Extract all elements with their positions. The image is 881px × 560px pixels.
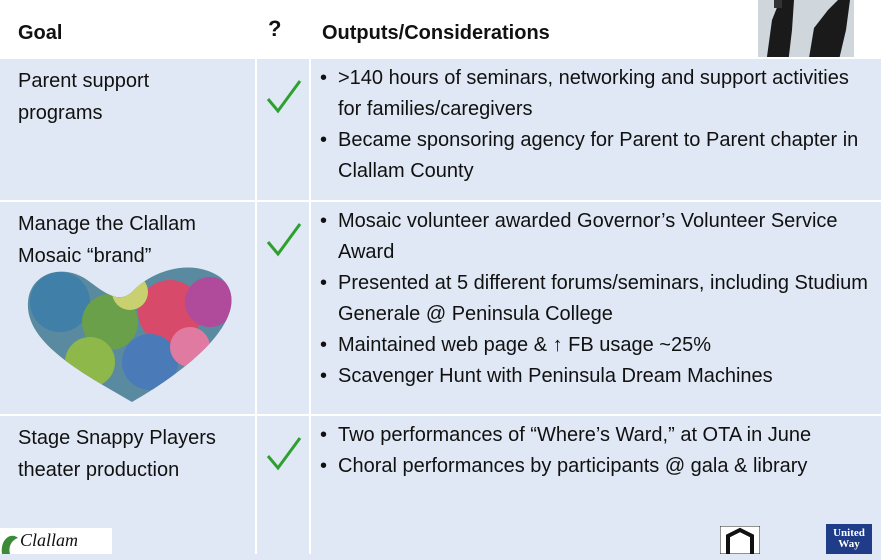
logo-right-line: Way: [838, 538, 860, 550]
goal-line: Mosaic “brand”: [18, 245, 152, 267]
goal-line: Parent support: [18, 70, 150, 92]
goal-cell: Stage Snappy Players theater production: [18, 422, 216, 486]
mosaic-heart: [27, 267, 232, 402]
goal-line: programs: [18, 102, 103, 124]
goal-cell: Manage the Clallam Mosaic “brand”: [18, 208, 196, 272]
logo-right-line: United: [833, 527, 865, 539]
goal-cell: Parent support programs: [18, 65, 149, 129]
output-item: >140 hours of seminars, networking and s…: [318, 63, 870, 125]
header-check: ?: [268, 16, 282, 41]
logo-left: Clallam: [0, 528, 112, 554]
silhouette-image: [758, 0, 854, 64]
outputs-list: >140 hours of seminars, networking and s…: [318, 63, 870, 187]
goal-line: Manage the Clallam: [18, 213, 196, 235]
output-item: Choral performances by participants @ ga…: [318, 451, 870, 482]
outputs-list: Two performances of “Where’s Ward,” at O…: [318, 420, 870, 482]
header-outputs: Outputs/Considerations: [322, 22, 550, 44]
check-mark: [266, 80, 302, 114]
check-mark: [266, 437, 302, 471]
logo-united-way: United Way: [826, 524, 872, 554]
check-mark: [266, 223, 302, 257]
output-item: Became sponsoring agency for Parent to P…: [318, 125, 870, 187]
goal-line: Stage Snappy Players: [18, 427, 216, 449]
output-item: Two performances of “Where’s Ward,” at O…: [318, 420, 870, 451]
logo-mid: [720, 526, 760, 554]
output-item: Maintained web page & ↑ FB usage ~25%: [318, 330, 870, 361]
logo-left-text: Clallam: [20, 530, 79, 550]
table-row: Parent support programs >140 hours of semi…: [0, 57, 881, 200]
goal-line: theater production: [18, 459, 180, 481]
header-goal: Goal: [18, 22, 63, 44]
output-item: Presented at 5 different forums/seminars…: [318, 268, 870, 330]
output-item: Mosaic volunteer awarded Governor’s Volu…: [318, 206, 870, 268]
output-item: Scavenger Hunt with Peninsula Dream Mach…: [318, 361, 870, 392]
outputs-list: Mosaic volunteer awarded Governor’s Volu…: [318, 206, 870, 392]
